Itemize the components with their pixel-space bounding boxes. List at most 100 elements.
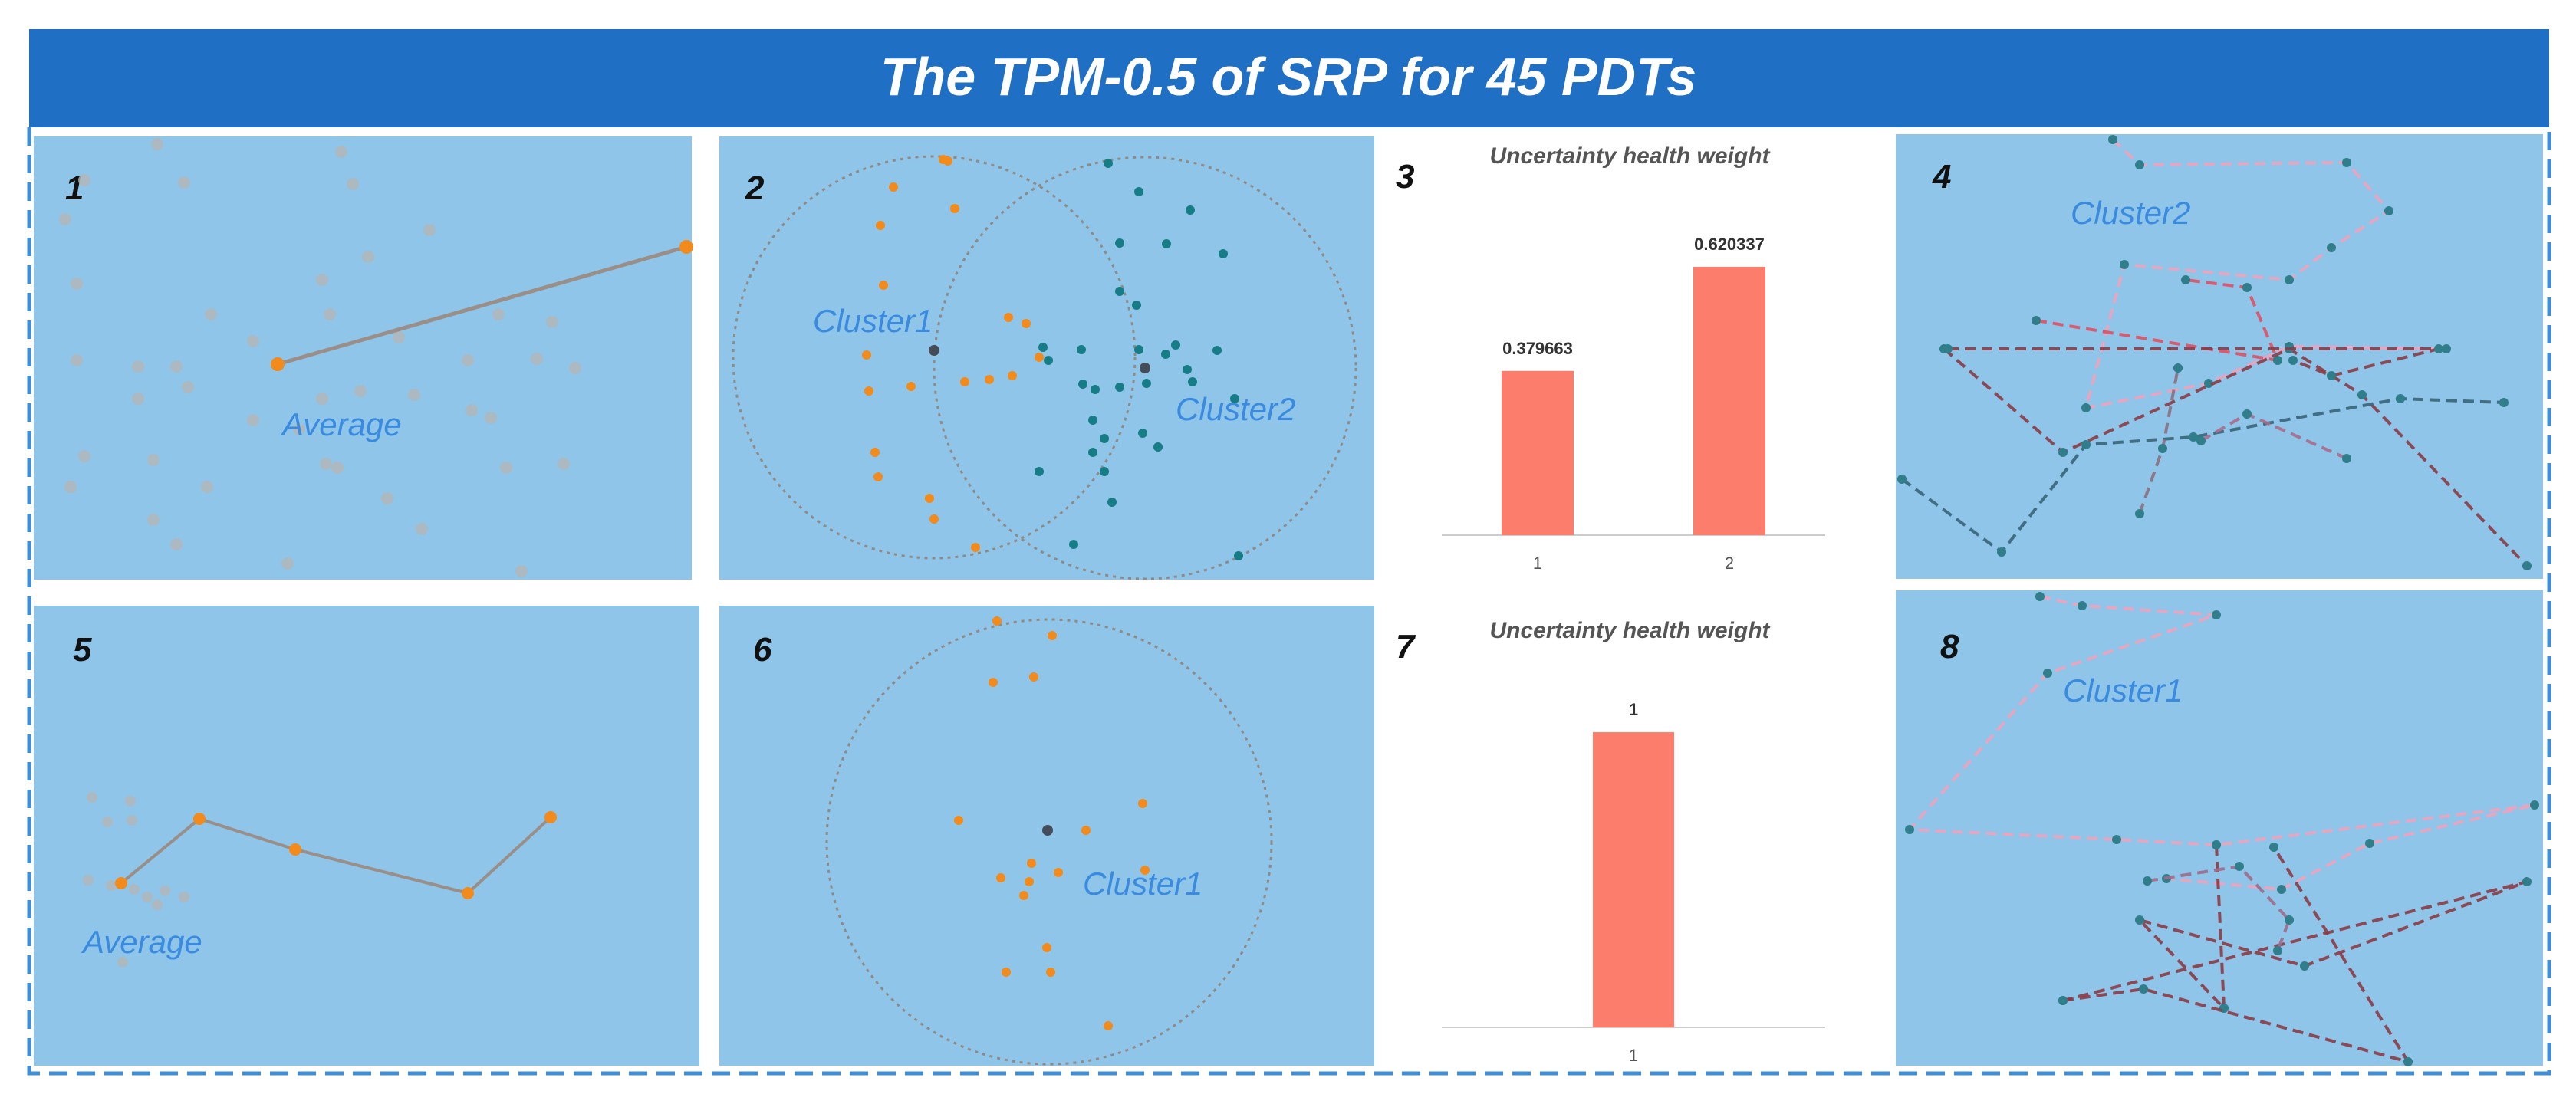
panel-2-cluster2-point <box>1234 551 1243 560</box>
panel-1-point <box>485 412 497 424</box>
panel-2-cluster2-point <box>1088 448 1097 457</box>
panel-4-paths <box>1897 135 2532 570</box>
panel-4-number: 4 <box>1932 158 1951 196</box>
panel-6-background <box>719 606 1374 1066</box>
panel-8-node <box>2269 843 2278 852</box>
panel-2-points <box>862 155 1243 560</box>
panel-8-node <box>2212 840 2221 849</box>
panel-5-point <box>117 957 128 968</box>
panel-8-background <box>1896 590 2543 1066</box>
panel-5-path-point <box>462 887 474 899</box>
panel-1-average-point <box>271 357 285 371</box>
panel-1-point <box>393 331 405 343</box>
panel-8-node <box>2143 876 2152 886</box>
panel-6-point <box>1029 672 1038 682</box>
panel-5-path-point <box>544 811 557 823</box>
panel-2-cluster1-point <box>870 448 880 457</box>
panel-1-point <box>247 414 259 426</box>
panel-1-point <box>281 557 294 570</box>
panel-5-points <box>83 792 189 968</box>
panel-2-cluster1-point <box>960 377 969 386</box>
panel-4-node <box>1897 475 1907 484</box>
panel-5-point <box>179 892 189 902</box>
panel-8-node <box>2273 946 2282 955</box>
panel-4-node <box>2204 379 2213 388</box>
panel-8-node <box>2043 669 2052 678</box>
panel-5-point <box>87 792 97 803</box>
panel-4-node <box>2158 444 2167 453</box>
panel-1-point <box>569 362 581 374</box>
panel-8-node <box>2522 877 2532 886</box>
panel-7-tick-label: 1 <box>1629 1046 1638 1065</box>
panel-8-node <box>2135 915 2144 925</box>
panel-1-outlier-point <box>679 240 693 254</box>
panel-3-value-label: 0.620337 <box>1694 235 1765 254</box>
panel-1-point <box>466 404 478 416</box>
panel-1-point <box>64 481 77 493</box>
panel-1-point <box>151 138 163 150</box>
panel-1-point <box>462 354 474 366</box>
panel-1-average-label: Average <box>280 406 402 442</box>
panel-6-point <box>1048 631 1057 640</box>
panel-1-point <box>500 462 512 474</box>
panel-4-node <box>2196 436 2206 445</box>
panel-5-background <box>34 606 699 1066</box>
panel-1-point <box>354 385 367 397</box>
panel-2-cluster2-point <box>1186 205 1195 215</box>
panel-4-node <box>2242 283 2252 292</box>
panel-6-point <box>1027 859 1036 868</box>
panel-5-point <box>160 886 170 896</box>
panel-6-number: 6 <box>753 631 772 669</box>
panel-1-point <box>320 458 332 470</box>
panel-1-point <box>416 523 428 535</box>
panel-4-node <box>2135 160 2144 169</box>
panel-4-dashed-path <box>2035 278 2281 363</box>
panel-4-node <box>2032 316 2041 325</box>
panel-2-cluster2-point <box>1171 340 1180 350</box>
panel-4-node <box>2357 390 2367 399</box>
panel-6-point <box>1054 868 1063 877</box>
panel-5-path-point <box>115 877 127 889</box>
panel-2-cluster2-point <box>1153 442 1163 452</box>
panel-2-cluster2-point <box>1183 365 1192 374</box>
panel-4-node <box>2173 363 2183 373</box>
panel-6-cluster-label: Cluster1 <box>1083 866 1202 902</box>
panel-8-dashed-path <box>2062 846 2412 1065</box>
panel-2-cluster2-point <box>1230 394 1239 403</box>
panel-8-node <box>2530 800 2539 810</box>
panel-2-cluster1-point <box>985 375 994 384</box>
panel-2-cluster2-point <box>1132 301 1141 310</box>
panel-1-point <box>147 454 160 466</box>
panel-1-point <box>71 354 83 366</box>
panel-6-point <box>996 873 1005 882</box>
panel-6-point <box>1140 866 1150 875</box>
panel-3-tick-label: 2 <box>1725 554 1734 573</box>
cluster2-boundary <box>933 156 1357 580</box>
panel-6-point <box>954 816 963 825</box>
cluster1-boundary <box>732 155 1137 560</box>
panel-5-number: 5 <box>73 631 92 669</box>
panel-4-node <box>2058 448 2068 457</box>
panel-4-node <box>1997 547 2006 557</box>
panel-2-cluster2-point <box>1115 238 1124 248</box>
panel-1-point <box>78 174 90 186</box>
panel-2-cluster2-point <box>1162 239 1171 248</box>
panel-8-dashed-path <box>2062 844 2528 1013</box>
panel-4-node <box>2242 409 2252 419</box>
panel-4-node <box>2081 403 2091 412</box>
panel-6-point <box>1081 826 1091 835</box>
panel-4-node <box>2181 275 2190 284</box>
panel-2-cluster2-point <box>1115 383 1124 392</box>
panel-1-point <box>347 178 359 190</box>
panel-2-cluster2-point <box>1104 159 1113 168</box>
panel-8-node <box>2365 839 2374 848</box>
panel-1-point <box>362 251 374 263</box>
panel-2-cluster1-point <box>862 350 871 360</box>
panel-1-point <box>132 360 144 373</box>
panel-1-point <box>205 308 217 320</box>
cluster2-center <box>1140 363 1150 373</box>
panel-1-point <box>324 308 336 320</box>
panel-4-node <box>2342 158 2351 167</box>
panel-1-point <box>531 353 543 365</box>
panel-4-node <box>1943 344 1953 353</box>
